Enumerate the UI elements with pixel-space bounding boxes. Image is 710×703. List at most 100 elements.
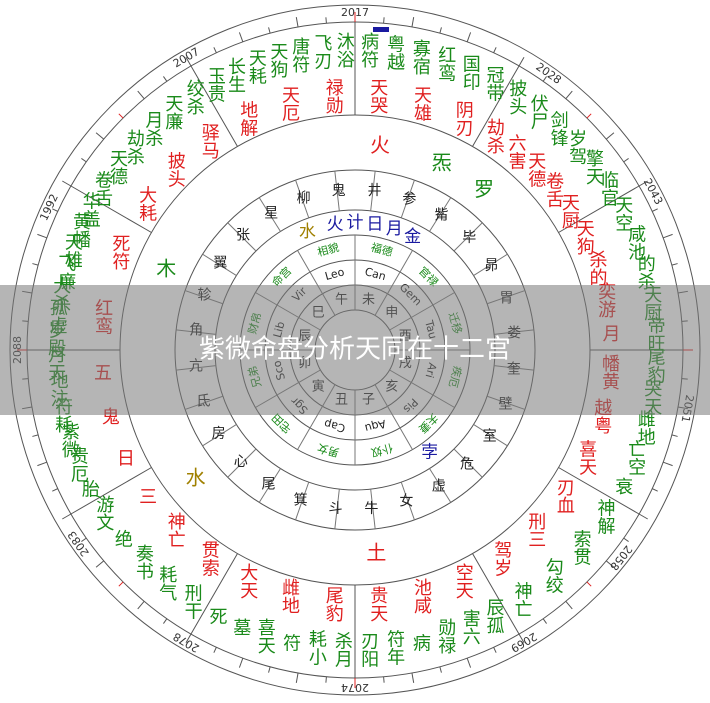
palace-star: 玉贵 [205, 67, 226, 103]
palace-star: 驿马 [199, 123, 220, 160]
palace-star: 索贯 [571, 530, 592, 566]
mansion: 箕 [294, 491, 308, 508]
palace-star: 游文 [93, 495, 114, 531]
palace-star: 临官 [598, 171, 619, 207]
palace-star: 神亡 [165, 512, 186, 548]
palace-star: 天狗 [267, 42, 288, 79]
palace-star: 刑干 [182, 583, 203, 619]
palace-star: 符年 [384, 629, 405, 665]
rim-tick [565, 600, 573, 610]
palace-star: 劫杀 [484, 118, 505, 154]
palace-star: 死 [206, 607, 227, 625]
rim-tick [37, 461, 47, 467]
palace-star: 六害 [505, 134, 526, 170]
mansion: 心 [234, 454, 248, 470]
rim-tick [52, 488, 58, 492]
mansion: 翼 [213, 256, 227, 272]
rim-tick [95, 132, 105, 140]
palace-star: 劫杀 [124, 129, 145, 165]
palace-star: 奏书 [133, 544, 154, 580]
rim-tick [185, 633, 192, 643]
sector-divider [472, 553, 520, 635]
mansion-divider [202, 424, 237, 447]
rim-tick [295, 672, 299, 683]
mansion-divider [473, 424, 508, 447]
rim-tick [586, 581, 592, 587]
mansion: 昴 [484, 258, 498, 274]
palace-star: 飞刃 [311, 34, 332, 70]
house: 福德 [369, 240, 394, 259]
palace-star: 天厨 [559, 193, 580, 229]
rim-tick [137, 90, 145, 100]
year-label: 2017 [341, 6, 369, 19]
mansion-divider [295, 179, 310, 219]
palace-star: 月杀 [142, 111, 163, 147]
palace-star: 耗气 [156, 565, 177, 601]
palace-star: 寡宿 [410, 39, 431, 75]
palace-star: 粤越 [384, 34, 405, 70]
rim-tick [638, 513, 648, 520]
inner-planet: 日 [366, 215, 383, 235]
palace-star: 卷舌 [92, 171, 113, 207]
palace-star: 红鸾 [435, 46, 456, 83]
zodiac: Aqu [363, 417, 387, 435]
mansion: 鬼 [332, 183, 346, 199]
rim-tick [213, 47, 217, 53]
outer-planet: 水 [186, 466, 206, 490]
mansion-divider [295, 481, 310, 521]
palace-star: 衰 [612, 477, 633, 495]
mansion: 觜 [434, 207, 448, 223]
rim-tick [671, 263, 678, 266]
rim-tick [439, 27, 442, 34]
palace-star: 卷舌 [543, 171, 564, 207]
sector-divider [558, 467, 640, 515]
rim-tick [37, 233, 47, 239]
rim-tick [325, 676, 327, 683]
house: 相貌 [316, 240, 341, 259]
palace-star: 披头 [165, 152, 186, 188]
mansion-divider [429, 197, 452, 232]
palace-star: 雌地 [635, 409, 656, 445]
outer-planet: 罗 [474, 177, 494, 201]
rim-tick [605, 560, 615, 568]
rim-tick [439, 666, 442, 673]
palace-star: 剑锋 [548, 111, 569, 147]
palace-star: 三 [136, 487, 157, 505]
rim-tick [137, 600, 145, 610]
palace-star: 地解 [237, 101, 258, 137]
inner-planet: 水 [299, 222, 316, 242]
title: 紫微命盘分析天同在十二宫 [199, 335, 511, 365]
palace-star: 杀月 [332, 632, 353, 668]
palace-star: 天空 [612, 196, 633, 232]
palace-star: 贵厄 [68, 447, 89, 483]
palace-star: 天哭 [367, 78, 388, 114]
palace-star: 喜天 [576, 440, 597, 476]
zodiac: Leo [324, 265, 346, 283]
palace-star: 披头 [506, 79, 527, 115]
sector-divider [70, 467, 152, 515]
mansion: 牛 [364, 501, 378, 517]
palace-star: 尾豹 [323, 586, 344, 622]
rim-tick [238, 658, 244, 668]
marker [373, 27, 389, 32]
outer-planet: 木 [156, 256, 176, 280]
palace-star: 胎 [79, 479, 100, 497]
mansion-divider [258, 197, 281, 232]
palace-star: 华盖 [80, 192, 101, 228]
mansion: 女 [399, 493, 413, 510]
palace-star: 天雄 [62, 233, 83, 269]
palace-star: 墓 [230, 618, 251, 636]
rim-tick [466, 32, 472, 42]
palace-star: 病符 [358, 32, 379, 69]
inner-planet: 火 [327, 215, 344, 235]
mansion-divider [400, 179, 415, 219]
palace-star: 天狗 [574, 219, 595, 256]
palace-star: 贯索 [199, 541, 220, 577]
rim-tick [542, 76, 547, 82]
rim-tick [118, 581, 124, 587]
zodiac: Can [363, 265, 387, 283]
rim-tick [565, 90, 573, 100]
inner-planet: 计 [347, 213, 364, 233]
palace-star: 杀的 [586, 250, 607, 287]
